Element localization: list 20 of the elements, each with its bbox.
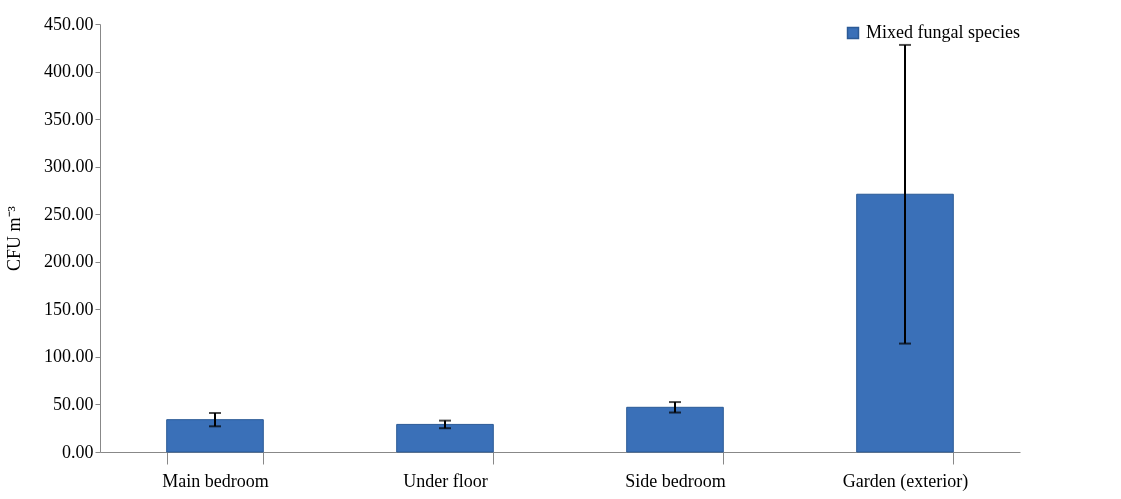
y-tick-label: 400.00 [44, 61, 94, 82]
y-tick-label: 300.00 [44, 156, 94, 177]
y-tick-label: 150.00 [44, 298, 94, 319]
y-tick-label: 0.00 [62, 441, 94, 462]
y-tick-label: 50.00 [53, 393, 94, 414]
y-tick-label: 250.00 [44, 203, 94, 224]
legend-label: Mixed fungal species [866, 22, 1020, 42]
x-tick-label: Under floor [403, 470, 488, 491]
x-tick-label: Main bedroom [162, 470, 269, 491]
bar [396, 423, 494, 453]
y-tick-label: 350.00 [44, 108, 94, 129]
y-tick-label: 100.00 [44, 346, 94, 367]
bar [856, 193, 954, 453]
bar [166, 419, 264, 453]
y-axis-title: CFU m⁻³ [4, 205, 24, 271]
x-tick-label: Side bedroom [625, 470, 726, 491]
y-tick-label: 200.00 [44, 251, 94, 272]
bar [626, 406, 724, 453]
x-tick-label: Garden (exterior) [842, 470, 969, 492]
y-tick-label: 450.00 [44, 13, 94, 34]
